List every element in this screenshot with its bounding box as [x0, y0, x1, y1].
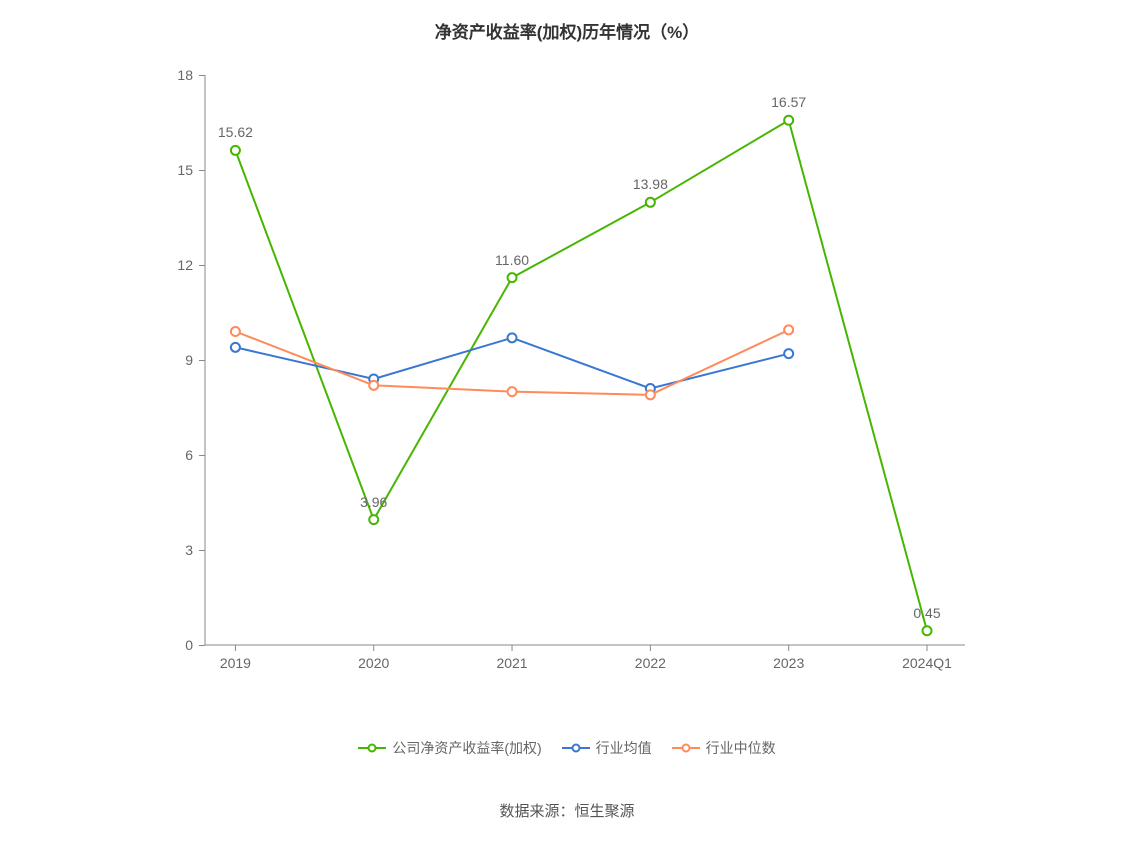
value-label: 0.45 [913, 605, 940, 621]
x-axis-label: 2024Q1 [902, 645, 952, 671]
legend-marker-icon [562, 742, 590, 754]
legend-item-industry_avg[interactable]: 行业均值 [562, 738, 652, 758]
y-axis-label: 3 [185, 542, 205, 558]
source-value: 恒生聚源 [575, 803, 635, 820]
y-axis-label: 0 [185, 637, 205, 653]
legend-marker-icon [672, 742, 700, 754]
legend-item-company[interactable]: 公司净资产收益率(加权) [358, 738, 541, 758]
y-axis-label: 9 [185, 352, 205, 368]
x-axis-label: 2019 [220, 645, 251, 671]
data-source: 数据来源：恒生聚源 [0, 800, 1134, 821]
x-axis-label: 2020 [358, 645, 389, 671]
legend: 公司净资产收益率(加权) 行业均值 行业中位数 [0, 738, 1134, 759]
y-axis-label: 15 [177, 162, 205, 178]
y-axis-label: 12 [177, 257, 205, 273]
y-axis-label: 18 [177, 67, 205, 83]
legend-marker-icon [358, 742, 386, 754]
plot-area: 0369121518201920202021202220232024Q115.6… [205, 75, 965, 645]
chart-container: 净资产收益率(加权)历年情况（%） 0369121518201920202021… [0, 0, 1134, 849]
legend-item-industry_median[interactable]: 行业中位数 [672, 738, 776, 758]
x-axis-label: 2023 [773, 645, 804, 671]
value-label: 15.62 [218, 124, 253, 140]
legend-label: 行业均值 [596, 738, 652, 758]
x-axis-label: 2022 [635, 645, 666, 671]
value-label: 16.57 [771, 94, 806, 110]
legend-label: 公司净资产收益率(加权) [392, 738, 541, 758]
y-axis-label: 6 [185, 447, 205, 463]
x-axis-label: 2021 [496, 645, 527, 671]
value-label: 13.98 [633, 176, 668, 192]
chart-title: 净资产收益率(加权)历年情况（%） [0, 0, 1134, 43]
plot-svg [205, 75, 965, 645]
value-label: 11.60 [495, 252, 529, 268]
value-label: 3.96 [360, 494, 387, 510]
source-label: 数据来源： [499, 803, 574, 820]
legend-label: 行业中位数 [706, 738, 776, 758]
